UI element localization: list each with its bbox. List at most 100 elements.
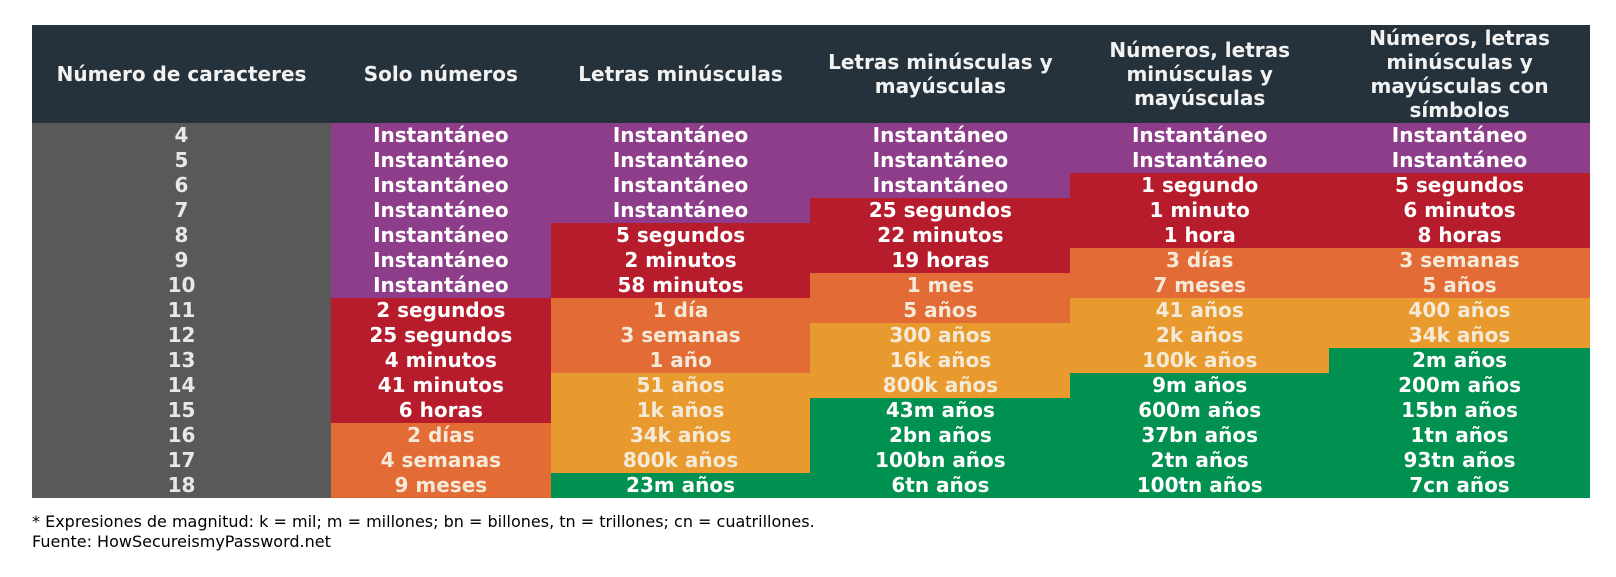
table-cell: 3 semanas [550, 323, 811, 348]
column-header-mixed-case: Letras minúsculas y mayúsculas [810, 25, 1071, 123]
table-cell: Instantáneo [550, 148, 811, 173]
table-cell: 800k años [550, 448, 811, 473]
table-cell: Instantáneo [550, 123, 811, 148]
table-cell: 1k años [550, 398, 811, 423]
row-header-chars: 13 [32, 348, 332, 373]
table-cell: 2 minutos [550, 248, 811, 273]
row-header-chars: 17 [32, 448, 332, 473]
table-row: 15 6 horas 1k años 43m años 600m años 15bn añ… [32, 398, 1590, 423]
column-header-chars: Número de caracteres [32, 25, 332, 123]
header-row: Número de caracteres Solo números Letras… [32, 25, 1590, 123]
source-note: Fuente: HowSecureismyPassword.net [32, 532, 331, 551]
table-cell: 58 minutos [550, 273, 811, 298]
row-header-chars: 14 [32, 373, 332, 398]
row-header-chars: 6 [32, 173, 332, 198]
table-cell: 9m años [1070, 373, 1330, 398]
password-crack-time-table: Número de caracteres Solo números Letras… [32, 25, 1590, 498]
table-cell: 43m años [810, 398, 1071, 423]
table-cell: Instantáneo [550, 198, 811, 223]
table-cell: 7cn años [1329, 473, 1590, 498]
table-cell: 2bn años [810, 423, 1071, 448]
row-header-chars: 11 [32, 298, 332, 323]
table-cell: 41 minutos [331, 373, 551, 398]
column-header-with-symbols: Números, letras minúsculas y mayúsculas … [1329, 25, 1590, 123]
row-header-chars: 5 [32, 148, 332, 173]
table-cell: 2k años [1070, 323, 1330, 348]
table-cell: Instantáneo [331, 248, 551, 273]
table-cell: 800k años [810, 373, 1071, 398]
row-header-chars: 7 [32, 198, 332, 223]
table-cell: 9 meses [331, 473, 551, 498]
row-header-chars: 15 [32, 398, 332, 423]
table-cell: Instantáneo [810, 148, 1071, 173]
table-cell: 1 mes [810, 273, 1071, 298]
table-row: 6 Instantáneo Instantáneo Instantáneo 1 segu… [32, 173, 1590, 198]
table-cell: 25 segundos [810, 198, 1071, 223]
table-cell: 2tn años [1070, 448, 1330, 473]
table-cell: Instantáneo [331, 223, 551, 248]
table-cell: 3 días [1070, 248, 1330, 273]
table-cell: 25 segundos [331, 323, 551, 348]
table-cell: 100k años [1070, 348, 1330, 373]
column-header-numbers-only: Solo números [331, 25, 551, 123]
table-cell: 1 segundo [1070, 173, 1330, 198]
table-cell: 51 años [550, 373, 811, 398]
table-cell: Instantáneo [550, 173, 811, 198]
table-cell: Instantáneo [331, 273, 551, 298]
table-cell: 2 segundos [331, 298, 551, 323]
table-cell: 5 años [1329, 273, 1590, 298]
table-cell: 34k años [1329, 323, 1590, 348]
table-cell: Instantáneo [1070, 123, 1330, 148]
magnitude-footnote: * Expresiones de magnitud: k = mil; m = … [32, 512, 815, 531]
table-cell: Instantáneo [331, 173, 551, 198]
table-cell: Instantáneo [1070, 148, 1330, 173]
table-cell: 100tn años [1070, 473, 1330, 498]
table-cell: 1 día [550, 298, 811, 323]
table-cell: Instantáneo [1329, 148, 1590, 173]
table-cell: 1 minuto [1070, 198, 1330, 223]
table-cell: 100bn años [810, 448, 1071, 473]
table-cell: 19 horas [810, 248, 1071, 273]
table-cell: 41 años [1070, 298, 1330, 323]
table-cell: 5 años [810, 298, 1071, 323]
table-row: 13 4 minutos 1 año 16k años 100k años 2m años [32, 348, 1590, 373]
table-cell: Instantáneo [1329, 123, 1590, 148]
table-cell: 4 minutos [331, 348, 551, 373]
table-cell: 5 segundos [550, 223, 811, 248]
table-cell: Instantáneo [331, 123, 551, 148]
table-row: 8 Instantáneo 5 segundos 22 minutos 1 hora 8 … [32, 223, 1590, 248]
table-cell: 1 hora [1070, 223, 1330, 248]
table-row: 11 2 segundos 1 día 5 años 41 años 400 años [32, 298, 1590, 323]
table-row: 12 25 segundos 3 semanas 300 años 2k años 34k… [32, 323, 1590, 348]
table-cell: 200m años [1329, 373, 1590, 398]
table-cell: 6 horas [331, 398, 551, 423]
table-row: 9 Instantáneo 2 minutos 19 horas 3 días 3 sem… [32, 248, 1590, 273]
table-cell: 4 semanas [331, 448, 551, 473]
table-row: 7 Instantáneo Instantáneo 25 segundos 1 minu… [32, 198, 1590, 223]
table-row: 4 Instantáneo Instantáneo Instantáneo Instan… [32, 123, 1590, 148]
table-cell: 1 año [550, 348, 811, 373]
table-cell: 34k años [550, 423, 811, 448]
column-header-lowercase: Letras minúsculas [550, 25, 811, 123]
table-cell: 23m años [550, 473, 811, 498]
row-header-chars: 8 [32, 223, 332, 248]
table-cell: 8 horas [1329, 223, 1590, 248]
table-cell: 400 años [1329, 298, 1590, 323]
table-cell: 1tn años [1329, 423, 1590, 448]
table-cell: 16k años [810, 348, 1071, 373]
row-header-chars: 12 [32, 323, 332, 348]
table-cell: 22 minutos [810, 223, 1071, 248]
table-cell: 37bn años [1070, 423, 1330, 448]
row-header-chars: 16 [32, 423, 332, 448]
table-cell: Instantáneo [331, 148, 551, 173]
table-body: 4 Instantáneo Instantáneo Instantáneo Instan… [32, 123, 1590, 498]
table-cell: 6 minutos [1329, 198, 1590, 223]
table-cell: 15bn años [1329, 398, 1590, 423]
table-cell: Instantáneo [810, 123, 1071, 148]
table-cell: 2m años [1329, 348, 1590, 373]
row-header-chars: 10 [32, 273, 332, 298]
table-cell: Instantáneo [331, 198, 551, 223]
column-header-alphanumeric: Números, letras minúsculas y mayúsculas [1070, 25, 1330, 123]
row-header-chars: 18 [32, 473, 332, 498]
table-row: 16 2 días 34k años 2bn años 37bn años 1tn año… [32, 423, 1590, 448]
